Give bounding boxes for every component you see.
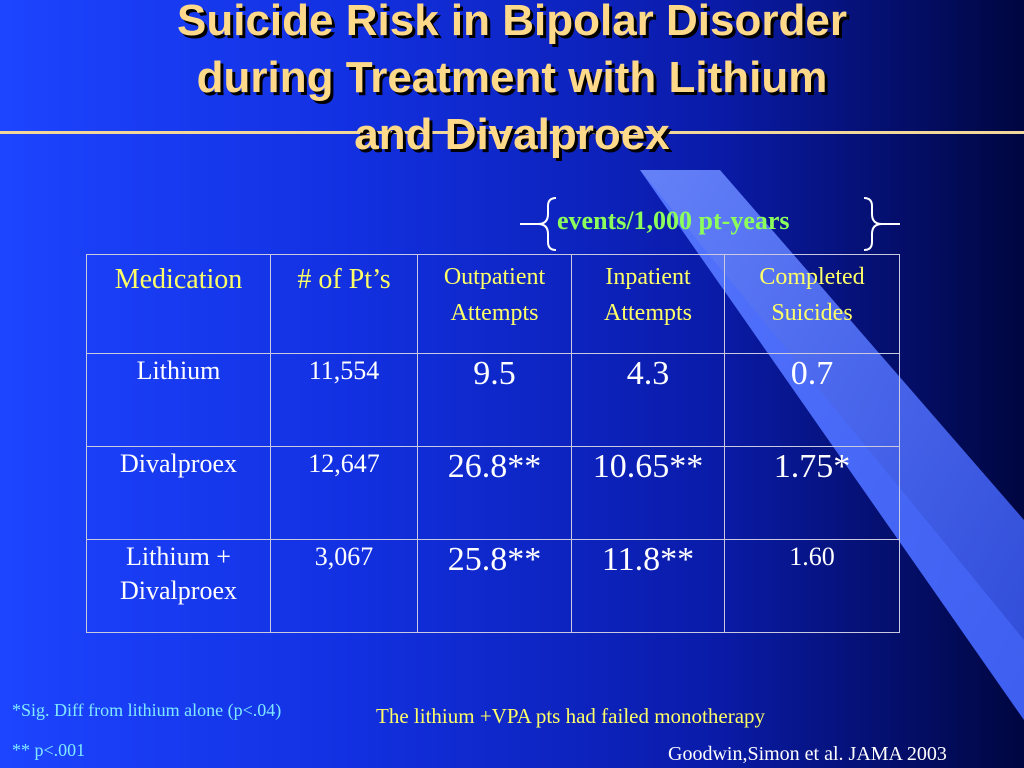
title-line-3: and Divalproex xyxy=(354,110,670,159)
cell-completed: 1.60 xyxy=(724,539,900,633)
header-inpatient-line-1: Inpatient xyxy=(605,264,691,290)
cell-patients: 3,067 xyxy=(270,539,418,633)
medication-line: Lithium + xyxy=(126,542,231,571)
cell-inpatient: 11.8** xyxy=(571,539,725,633)
units-annotation: events/1,000 pt-years xyxy=(520,196,900,252)
cell-medication: Lithium xyxy=(86,353,271,447)
cell-medication: Divalproex xyxy=(86,446,271,540)
title-line-2: during Treatment with Lithium xyxy=(196,53,828,102)
header-completed-line-1: Completed xyxy=(759,264,865,290)
cell-inpatient: 10.65** xyxy=(571,446,725,540)
cell-outpatient: 9.5 xyxy=(417,353,572,447)
suicide-risk-table: Medication # of Pt’s Outpatient Attempts… xyxy=(86,254,900,633)
header-inpatient-line-2: Attempts xyxy=(604,300,692,326)
cell-patients: 11,554 xyxy=(270,353,418,447)
cell-completed: 1.75* xyxy=(724,446,900,540)
header-medication: Medication xyxy=(86,254,271,354)
header-completed-line-2: Suicides xyxy=(771,300,853,326)
title-divider xyxy=(0,131,1024,134)
header-outpatient-line-1: Outpatient xyxy=(443,264,546,290)
slide-title: Suicide Risk in Bipolar Disorder during … xyxy=(0,0,1024,163)
units-label: events/1,000 pt-years xyxy=(557,206,790,235)
monotherapy-note: The lithium +VPA pts had failed monother… xyxy=(376,704,766,728)
header-completed: Completed Suicides xyxy=(724,254,900,354)
table-header-row: Medication # of Pt’s Outpatient Attempts… xyxy=(86,254,900,354)
title-line-1: Suicide Risk in Bipolar Disorder xyxy=(177,0,847,45)
cell-medication: Lithium + Divalproex xyxy=(86,539,271,633)
cell-inpatient: 4.3 xyxy=(571,353,725,447)
table-row: Divalproex 12,647 26.8** 10.65** 1.75* xyxy=(86,446,900,540)
cell-completed: 0.7 xyxy=(724,353,900,447)
table-row: Lithium 11,554 9.5 4.3 0.7 xyxy=(86,353,900,447)
table-row: Lithium + Divalproex 3,067 25.8** 11.8**… xyxy=(86,539,900,633)
curly-brace-icon xyxy=(520,197,900,251)
header-inpatient: Inpatient Attempts xyxy=(571,254,725,354)
footnote-significance-2: ** p<.001 xyxy=(12,740,86,760)
cell-patients: 12,647 xyxy=(270,446,418,540)
medication-line: Divalproex xyxy=(120,576,237,605)
medication-line: Divalproex xyxy=(120,449,237,478)
header-outpatient-line-2: Attempts xyxy=(450,300,539,326)
citation: Goodwin,Simon et al. JAMA 2003 xyxy=(668,743,947,765)
header-patients: # of Pt’s xyxy=(270,254,418,354)
medication-line: Lithium xyxy=(136,356,221,385)
header-outpatient: Outpatient Attempts xyxy=(417,254,572,354)
cell-outpatient: 25.8** xyxy=(417,539,572,633)
footnote-significance-1: *Sig. Diff from lithium alone (p<.04) xyxy=(12,700,282,720)
cell-outpatient: 26.8** xyxy=(417,446,572,540)
